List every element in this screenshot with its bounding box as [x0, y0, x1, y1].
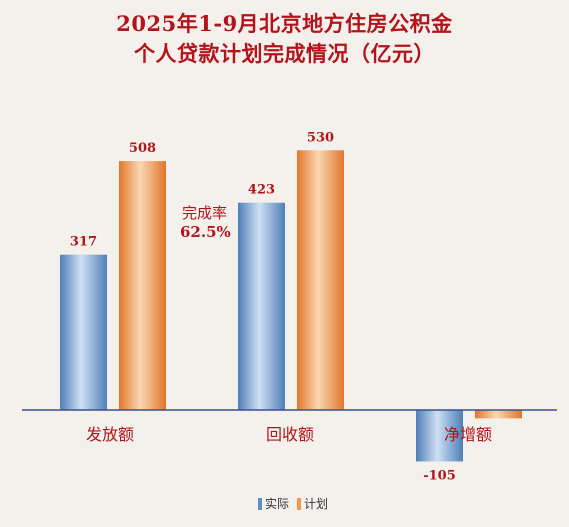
chart-title-line-2: 个人贷款计划完成情况（亿元）: [134, 41, 435, 66]
data-label-actual-1: 423: [248, 183, 275, 198]
data-label-plan-1: 530: [307, 130, 334, 145]
bar-actual-1: [238, 202, 285, 410]
legend-item-actual: 实际: [258, 495, 289, 512]
bar-plan-0: [119, 161, 166, 410]
legend-item-plan: 计划: [297, 495, 328, 512]
category-label-0: 发放额: [86, 425, 134, 444]
data-label-plan-0: 508: [129, 141, 156, 156]
legend-label-actual: 实际: [265, 497, 290, 511]
bar-actual-2: [416, 410, 463, 462]
category-label-2: 净增额: [444, 425, 492, 444]
bar-plan-1: [297, 150, 344, 411]
bar-plan-2: [475, 410, 522, 419]
data-label-actual-2: -105: [423, 468, 456, 483]
legend: 实际 计划: [258, 495, 336, 512]
completion-rate-label: 完成率: [182, 204, 228, 222]
legend-swatch-actual: [258, 497, 262, 510]
bar-actual-0: [60, 254, 107, 410]
legend-label-plan: 计划: [304, 497, 329, 511]
completion-rate-value: 62.5%: [180, 223, 231, 241]
category-label-1: 回收额: [266, 425, 314, 444]
chart-title-line-1: 2025年1-9月北京地方住房公积金: [116, 11, 453, 36]
legend-swatch-plan: [297, 497, 302, 510]
data-label-actual-0: 317: [70, 235, 97, 250]
